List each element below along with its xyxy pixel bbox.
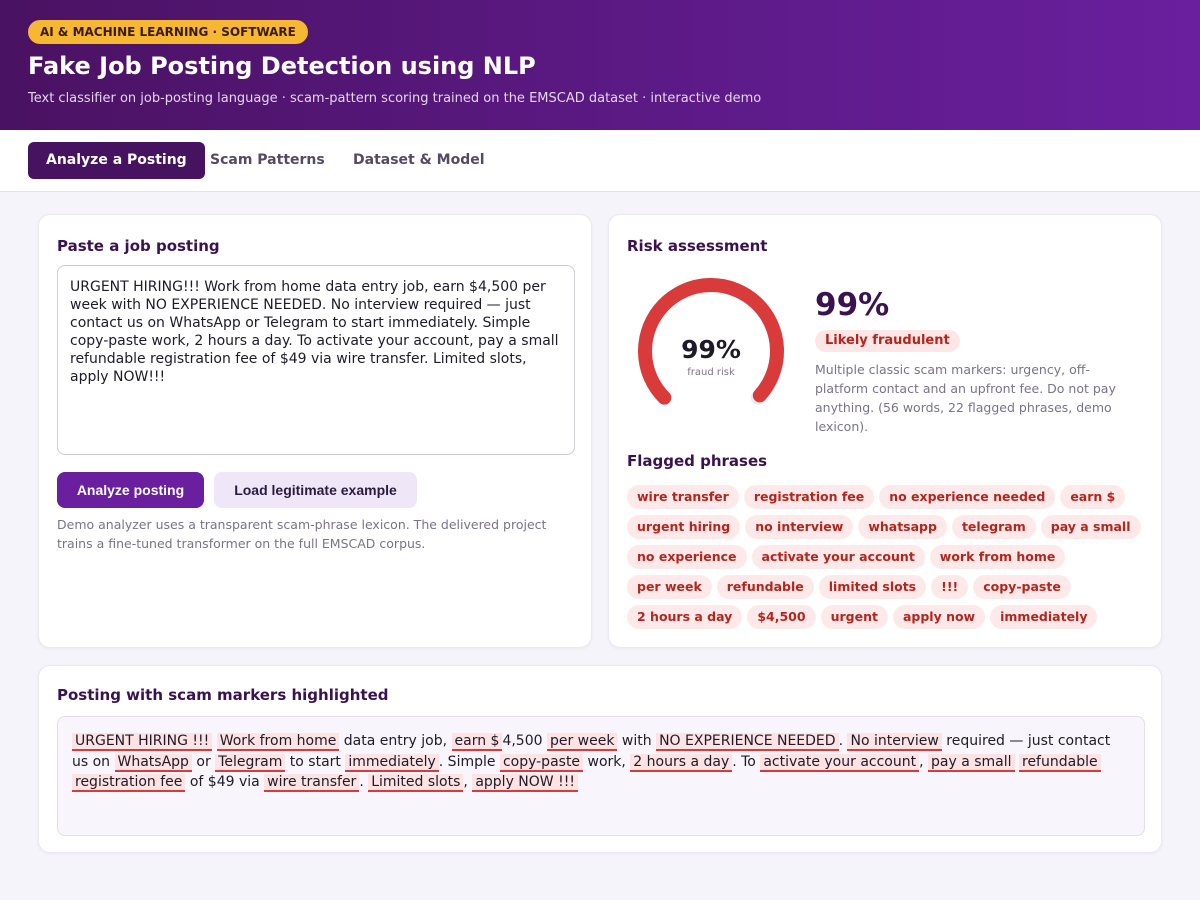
scam-marker-highlight: copy-paste <box>499 753 584 772</box>
page-subtitle: Text classifier on job-posting language … <box>28 91 762 106</box>
risk-gauge <box>638 278 784 405</box>
flagged-phrases-title: Flagged phrases <box>627 452 768 470</box>
flagged-phrase-chip: pay a small <box>1040 515 1141 539</box>
posting-text-segment: . <box>359 774 369 790</box>
posting-text-segment: required — just contact us on <box>72 733 1111 770</box>
load-legitimate-example-button[interactable]: Load legitimate example <box>214 472 417 508</box>
flagged-phrase-chip: $4,500 <box>747 605 816 629</box>
verdict-badge: Likely fraudulent <box>815 330 960 352</box>
scam-marker-highlight: NO EXPERIENCE NEEDED <box>656 733 839 751</box>
posting-text-segment: . To <box>732 753 761 770</box>
flagged-phrases-list: wire transfer registration fee no experien… <box>627 485 1147 629</box>
flagged-phrase-chip: no experience needed <box>879 485 1056 509</box>
tab-dataset-model[interactable]: Dataset & Model <box>353 152 485 168</box>
risk-summary: Multiple classic scam markers: urgency, … <box>815 362 1116 434</box>
highlight-card-title: Posting with scam markers highlighted <box>57 686 389 704</box>
flagged-phrase-chip: registration fee <box>743 485 875 509</box>
flagged-phrase-chip: no experience <box>627 545 747 569</box>
flagged-phrase-chip: work from home <box>929 545 1066 569</box>
flagged-phrase-chip: earn $ <box>1060 485 1126 509</box>
hero-banner: AI & MACHINE LEARNING · SOFTWARE Fake Jo… <box>0 0 1200 130</box>
posting-text-segment: to start <box>285 753 346 770</box>
posting-text-segment: with <box>617 733 657 749</box>
scam-marker-highlight: 2 hours a day <box>630 753 733 772</box>
tab-analyze-posting[interactable]: Analyze a Posting <box>28 142 205 179</box>
posting-text-segment: or <box>191 753 216 770</box>
flagged-phrase-chip: !!! <box>931 575 969 599</box>
scam-marker-highlight: wire transfer <box>264 774 360 792</box>
risk-percent: 99% <box>815 287 890 323</box>
risk-card: Risk assessment 99% fraud risk 99% Likel… <box>608 214 1162 648</box>
flagged-phrase-chip: telegram <box>951 515 1036 539</box>
analyze-posting-button[interactable]: Analyze posting <box>57 472 204 508</box>
risk-card-title: Risk assessment <box>627 237 768 255</box>
flagged-phrase-chip: urgent hiring <box>627 515 741 539</box>
scam-marker-highlight: Limited slots <box>368 774 464 792</box>
scam-marker-highlight: registration fee <box>72 774 186 792</box>
scam-marker-highlight: URGENT HIRING !!! <box>72 733 213 751</box>
highlight-card: Posting with scam markers highlighted UR… <box>38 665 1162 853</box>
tab-bar: Analyze a Posting Scam Patterns Dataset … <box>0 130 1200 192</box>
page-title: Fake Job Posting Detection using NLP <box>28 52 536 80</box>
flagged-phrase-chip: urgent <box>820 605 888 629</box>
gauge-caption: fraud risk <box>687 367 735 378</box>
posting-text-segment: , <box>919 753 929 770</box>
flagged-phrase-chip: no interview <box>745 515 854 539</box>
category-badge: AI & MACHINE LEARNING · SOFTWARE <box>28 20 308 44</box>
flagged-phrase-chip: activate your account <box>751 545 925 569</box>
scam-marker-highlight: activate your account <box>760 753 920 772</box>
gauge-fill <box>638 278 784 405</box>
scam-marker-highlight: apply NOW !!! <box>472 774 578 792</box>
posting-text-segment: of $49 via <box>185 774 265 790</box>
highlighted-posting: URGENT HIRING !!! Work from home data en… <box>57 716 1145 836</box>
flagged-phrase-chip: wire transfer <box>627 485 739 509</box>
posting-textarea[interactable]: URGENT HIRING!!! Work from home data ent… <box>57 265 575 455</box>
flagged-phrase-chip: per week <box>627 575 712 599</box>
posting-text-segment: work, <box>583 753 631 770</box>
posting-text-segment: . <box>838 733 848 749</box>
flagged-phrase-chip: refundable <box>716 575 814 599</box>
scam-marker-highlight: per week <box>546 733 618 751</box>
scam-marker-highlight: pay a small <box>928 753 1015 772</box>
posting-text-segment: . Simple <box>438 753 500 770</box>
posting-text-segment: 4,500 <box>502 733 547 749</box>
analyzer-note: Demo analyzer uses a transparent scam-ph… <box>57 517 547 551</box>
scam-marker-highlight: earn $ <box>451 733 503 751</box>
posting-text-segment: , <box>463 774 473 790</box>
posting-text-segment: data entry job, <box>339 733 452 749</box>
flagged-phrase-chip: whatsapp <box>858 515 947 539</box>
tab-scam-patterns[interactable]: Scam Patterns <box>210 152 325 168</box>
flagged-phrase-chip: copy-paste <box>973 575 1071 599</box>
flagged-phrase-chip: immediately <box>990 605 1098 629</box>
input-card-title: Paste a job posting <box>57 237 220 255</box>
flagged-phrase-chip: apply now <box>892 605 986 629</box>
input-card: Paste a job posting URGENT HIRING!!! Wor… <box>38 214 592 648</box>
flagged-phrase-chip: 2 hours a day <box>627 605 743 629</box>
scam-marker-highlight: Work from home <box>216 733 340 751</box>
flagged-phrase-chip: limited slots <box>818 575 927 599</box>
scam-marker-highlight: Telegram <box>215 753 286 772</box>
scam-marker-highlight: immediately <box>345 753 439 772</box>
scam-marker-highlight: WhatsApp <box>114 753 192 772</box>
scam-marker-highlight: No interview <box>847 733 942 751</box>
gauge-value: 99% <box>681 335 741 364</box>
scam-marker-highlight: refundable <box>1019 753 1101 772</box>
